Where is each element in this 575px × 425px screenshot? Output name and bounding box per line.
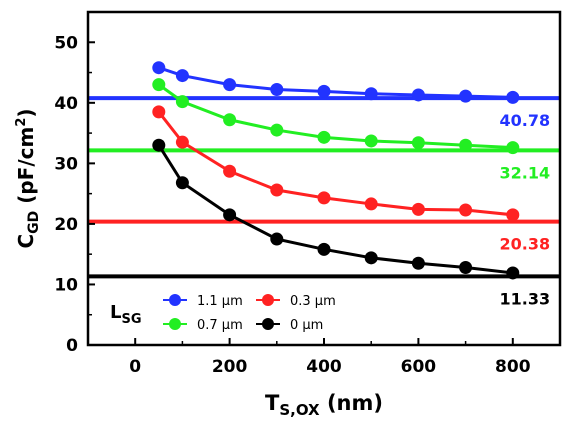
y-tick-label: 50 (54, 33, 78, 53)
data-point (411, 256, 425, 270)
data-point (223, 208, 237, 222)
data-point (411, 202, 425, 216)
data-point (364, 134, 378, 148)
data-point (270, 123, 284, 137)
data-point (459, 203, 473, 217)
data-point (270, 82, 284, 96)
data-point (364, 251, 378, 265)
x-tick-label: 0 (129, 357, 141, 377)
y-axis-ticks: 0 10 20 30 40 50 (54, 33, 95, 356)
legend-label: 1.1 μm (197, 294, 243, 309)
data-point (152, 61, 166, 75)
data-point (506, 141, 520, 155)
x-tick-label: 200 (212, 357, 248, 377)
data-point (459, 261, 473, 275)
data-point (506, 266, 520, 280)
legend-marker (169, 294, 181, 306)
legend-marker (169, 318, 181, 330)
data-point (175, 69, 189, 83)
legend-label: 0.3 μm (290, 294, 336, 309)
data-point (270, 183, 284, 197)
data-point (364, 87, 378, 101)
data-point (506, 90, 520, 104)
data-point (317, 191, 331, 205)
legend: LSG 1.1 μm 0.7 μm 0.3 μm 0 μm (110, 294, 336, 333)
reference-labels: 40.78 32.14 20.38 11.33 (499, 111, 550, 308)
data-point (364, 197, 378, 211)
data-point (175, 95, 189, 109)
data-point (223, 78, 237, 92)
data-point (317, 130, 331, 144)
data-point (459, 89, 473, 103)
y-tick-label: 30 (54, 154, 78, 174)
reference-value-label: 20.38 (499, 235, 550, 254)
data-point (152, 138, 166, 152)
series-line (157, 110, 513, 217)
x-tick-label: 800 (495, 357, 531, 377)
data-point (175, 176, 189, 190)
reference-value-label: 32.14 (499, 163, 550, 182)
legend-marker (262, 318, 274, 330)
reference-value-label: 11.33 (499, 289, 550, 308)
y-axis-title: CGD (pF/cm2) (14, 108, 42, 248)
y-tick-label: 40 (54, 94, 78, 114)
data-point (152, 105, 166, 119)
reference-value-label: 40.78 (499, 111, 550, 130)
legend-label: 0 μm (290, 318, 323, 333)
data-point (317, 242, 331, 256)
x-axis-title: TS,OX (nm) (265, 391, 383, 419)
data-point (459, 138, 473, 152)
x-tick-label: 400 (306, 357, 342, 377)
series-points (152, 61, 520, 280)
data-point (317, 84, 331, 98)
data-point (152, 78, 166, 92)
series-line (158, 66, 513, 99)
data-point (223, 113, 237, 127)
data-point (270, 232, 284, 246)
y-tick-label: 0 (66, 336, 78, 356)
y-tick-label: 10 (54, 275, 78, 295)
data-point (223, 164, 237, 178)
data-point (506, 208, 520, 222)
data-point (411, 136, 425, 150)
legend-marker (262, 294, 274, 306)
y-tick-label: 20 (54, 215, 78, 235)
legend-title: LSG (110, 302, 142, 327)
data-point (411, 88, 425, 102)
x-tick-label: 600 (401, 357, 437, 377)
legend-label: 0.7 μm (197, 318, 243, 333)
data-point (175, 135, 189, 149)
legend-items: 1.1 μm 0.7 μm 0.3 μm 0 μm (163, 294, 336, 333)
reference-lines (88, 96, 560, 279)
